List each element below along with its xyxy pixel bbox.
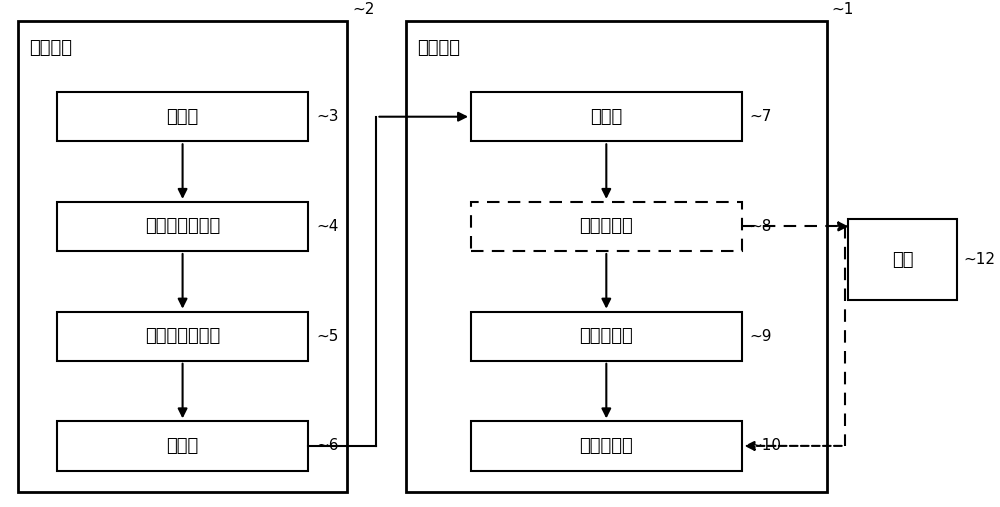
Bar [406,21,827,492]
Bar [57,421,308,470]
Bar [471,202,742,251]
Text: ~5: ~5 [316,329,338,344]
Text: 评价车辆: 评价车辆 [30,39,73,57]
Text: ~8: ~8 [750,219,772,234]
Text: ~3: ~3 [316,109,338,124]
Text: ~12: ~12 [964,252,996,267]
Bar [471,421,742,470]
Text: ~2: ~2 [352,2,375,17]
Text: 评价信息输入部: 评价信息输入部 [145,327,220,345]
Text: ~4: ~4 [316,219,338,234]
Bar [471,311,742,361]
Text: ~9: ~9 [750,329,772,344]
Text: ~1: ~1 [832,2,854,17]
Bar [848,219,957,300]
Text: 输入部: 输入部 [166,107,199,126]
Bar [57,92,308,141]
Text: 信息判断部: 信息判断部 [579,218,633,235]
Text: 送信部: 送信部 [166,437,199,455]
Bar [57,311,308,361]
Text: 车辆信息获取部: 车辆信息获取部 [145,218,220,235]
Text: ~7: ~7 [750,109,772,124]
Text: 信息存储部: 信息存储部 [579,327,633,345]
Text: ~10: ~10 [750,439,782,453]
Text: 对象车辆: 对象车辆 [417,39,460,57]
Text: 收信部: 收信部 [590,107,622,126]
Text: 云端: 云端 [892,250,913,269]
Bar [471,92,742,141]
Text: 信息通知部: 信息通知部 [579,437,633,455]
Text: ~6: ~6 [316,439,338,453]
Bar [18,21,347,492]
Bar [57,202,308,251]
